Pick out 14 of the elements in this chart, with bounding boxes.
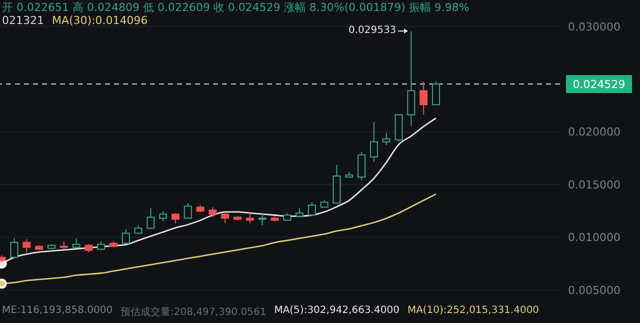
y-tick-label: 0.015000 — [568, 178, 620, 192]
annotation: 开 0.022651 高 0.024809 低 0.022609 收 0.024529 涨幅 8.30%(0.001879) 振幅 9.98% — [2, 0, 470, 15]
ref-line-label: 0.024529 — [572, 78, 626, 92]
annotation: MA(30):0.014096 — [52, 14, 148, 27]
text: 预估成交量:208,497,390.0561 — [120, 306, 266, 319]
text: ME:116,193,858.0000 — [2, 305, 113, 318]
y-tick-label: 0.020000 — [568, 126, 620, 139]
text: MA(5):302,942,663.4000 — [274, 305, 400, 318]
text: MA(10):252,015,331.4000 — [407, 305, 540, 318]
y-tick-label: 0.010000 — [568, 231, 620, 244]
y-tick-label: 0.030000 — [568, 20, 620, 34]
annotation: 0.029533 — [348, 25, 396, 36]
annotation: 021321 — [2, 14, 44, 27]
y-tick-label: 0.005000 — [568, 284, 620, 297]
